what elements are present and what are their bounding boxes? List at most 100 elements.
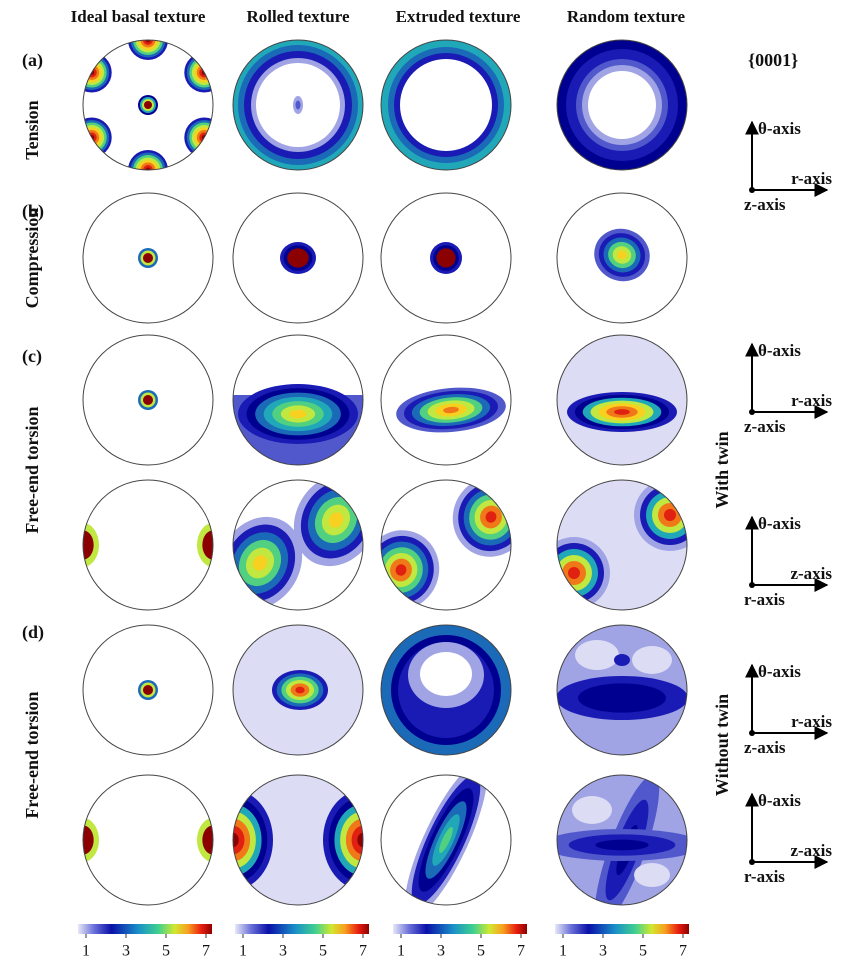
colorbar-tick-label: 5 bbox=[477, 943, 485, 960]
outline bbox=[380, 479, 512, 611]
contour bbox=[145, 40, 151, 43]
contour bbox=[351, 825, 363, 855]
axis-label: θ-axis bbox=[758, 119, 801, 138]
pole-figure bbox=[233, 775, 363, 905]
colorbar-tick-label: 5 bbox=[639, 943, 647, 960]
twin-label: With twin bbox=[712, 431, 732, 508]
column-header: Extruded texture bbox=[396, 7, 521, 26]
colorbar-tick-label: 1 bbox=[82, 943, 90, 960]
contour bbox=[289, 409, 307, 419]
pole-figure bbox=[381, 480, 511, 610]
pole-figure bbox=[557, 40, 687, 170]
colorbar-scale bbox=[235, 924, 369, 934]
contour bbox=[664, 509, 676, 521]
contour bbox=[443, 406, 459, 414]
pole-label: {0001} bbox=[748, 50, 798, 70]
pole-figure bbox=[381, 193, 511, 323]
pole-figure bbox=[381, 625, 511, 755]
contour bbox=[197, 523, 213, 567]
contour bbox=[83, 537, 89, 553]
outline bbox=[556, 774, 688, 906]
pole-figure bbox=[83, 775, 213, 905]
contour bbox=[83, 818, 99, 862]
axis-origin bbox=[749, 730, 755, 736]
axis-label: θ-axis bbox=[758, 341, 801, 360]
column-header: Random texture bbox=[567, 7, 686, 26]
colorbar-scale bbox=[78, 924, 212, 934]
axis-label: z-axis bbox=[790, 841, 832, 860]
axis-label: r-axis bbox=[791, 169, 832, 188]
contour bbox=[207, 537, 213, 553]
outline bbox=[82, 334, 214, 466]
contour bbox=[400, 59, 492, 151]
axis-diagram: θ-axis r-axis z-axis bbox=[744, 341, 832, 436]
pole-figures bbox=[82, 39, 688, 906]
row-name: Tension bbox=[22, 100, 42, 159]
contour bbox=[614, 654, 630, 666]
contour bbox=[345, 818, 363, 862]
axis-label: z-axis bbox=[744, 417, 786, 436]
contour bbox=[146, 103, 150, 107]
outline bbox=[82, 479, 214, 611]
outline bbox=[556, 192, 688, 324]
outline bbox=[232, 624, 364, 756]
row-label: (d) bbox=[22, 622, 44, 643]
outline bbox=[380, 624, 512, 756]
colorbar-tick-label: 1 bbox=[239, 943, 247, 960]
contour bbox=[595, 839, 649, 851]
contour bbox=[295, 100, 301, 110]
pole-figure bbox=[233, 625, 363, 755]
column-header: Ideal basal texture bbox=[71, 7, 206, 26]
axis-label: θ-axis bbox=[758, 514, 801, 533]
colorbar-scale bbox=[555, 924, 689, 934]
pole-figure bbox=[557, 335, 687, 465]
pole-figure bbox=[83, 480, 213, 610]
contour bbox=[420, 652, 472, 696]
axis-origin bbox=[749, 409, 755, 415]
contour bbox=[485, 511, 497, 523]
colorbar-tick-label: 3 bbox=[437, 943, 445, 960]
outline bbox=[82, 774, 214, 906]
axis-label: θ-axis bbox=[758, 791, 801, 810]
contour bbox=[207, 832, 213, 848]
contour bbox=[442, 254, 450, 262]
contour bbox=[233, 825, 245, 855]
outline bbox=[556, 479, 688, 611]
contour bbox=[140, 40, 156, 48]
colorbar: 1 3 5 7 bbox=[235, 924, 369, 960]
colorbar-tick-label: 5 bbox=[162, 943, 170, 960]
axis-label: θ-axis bbox=[758, 662, 801, 681]
colorbar-tick-label: 7 bbox=[202, 943, 210, 960]
contour bbox=[572, 796, 612, 824]
outline bbox=[82, 192, 214, 324]
outline bbox=[82, 39, 214, 171]
outline bbox=[232, 334, 364, 466]
pole-figure bbox=[381, 775, 511, 905]
colorbar-scale bbox=[393, 924, 527, 934]
pole-figure bbox=[233, 480, 363, 610]
outline bbox=[232, 39, 364, 171]
contour bbox=[294, 254, 302, 262]
axis-diagram: θ-axis z-axis r-axis bbox=[744, 791, 832, 886]
contour bbox=[295, 686, 305, 694]
axis-diagram: θ-axis z-axis r-axis bbox=[744, 514, 832, 609]
outline bbox=[556, 334, 688, 466]
axis-origin bbox=[749, 582, 755, 588]
axis-label: z-axis bbox=[744, 195, 786, 214]
axis-label: r-axis bbox=[744, 867, 785, 886]
colorbar-tick-label: 1 bbox=[397, 943, 405, 960]
contour bbox=[83, 523, 99, 567]
row-label: (b) bbox=[22, 201, 44, 222]
contour bbox=[143, 165, 153, 170]
contour bbox=[575, 640, 619, 670]
axis-origin bbox=[749, 187, 755, 193]
row-name: Free-end torsion bbox=[22, 406, 42, 533]
outline bbox=[556, 39, 688, 171]
colorbar-tick-label: 1 bbox=[559, 943, 567, 960]
outline bbox=[380, 334, 512, 466]
contour bbox=[83, 832, 89, 848]
outline bbox=[82, 624, 214, 756]
outline bbox=[232, 192, 364, 324]
pole-figure bbox=[381, 40, 511, 170]
